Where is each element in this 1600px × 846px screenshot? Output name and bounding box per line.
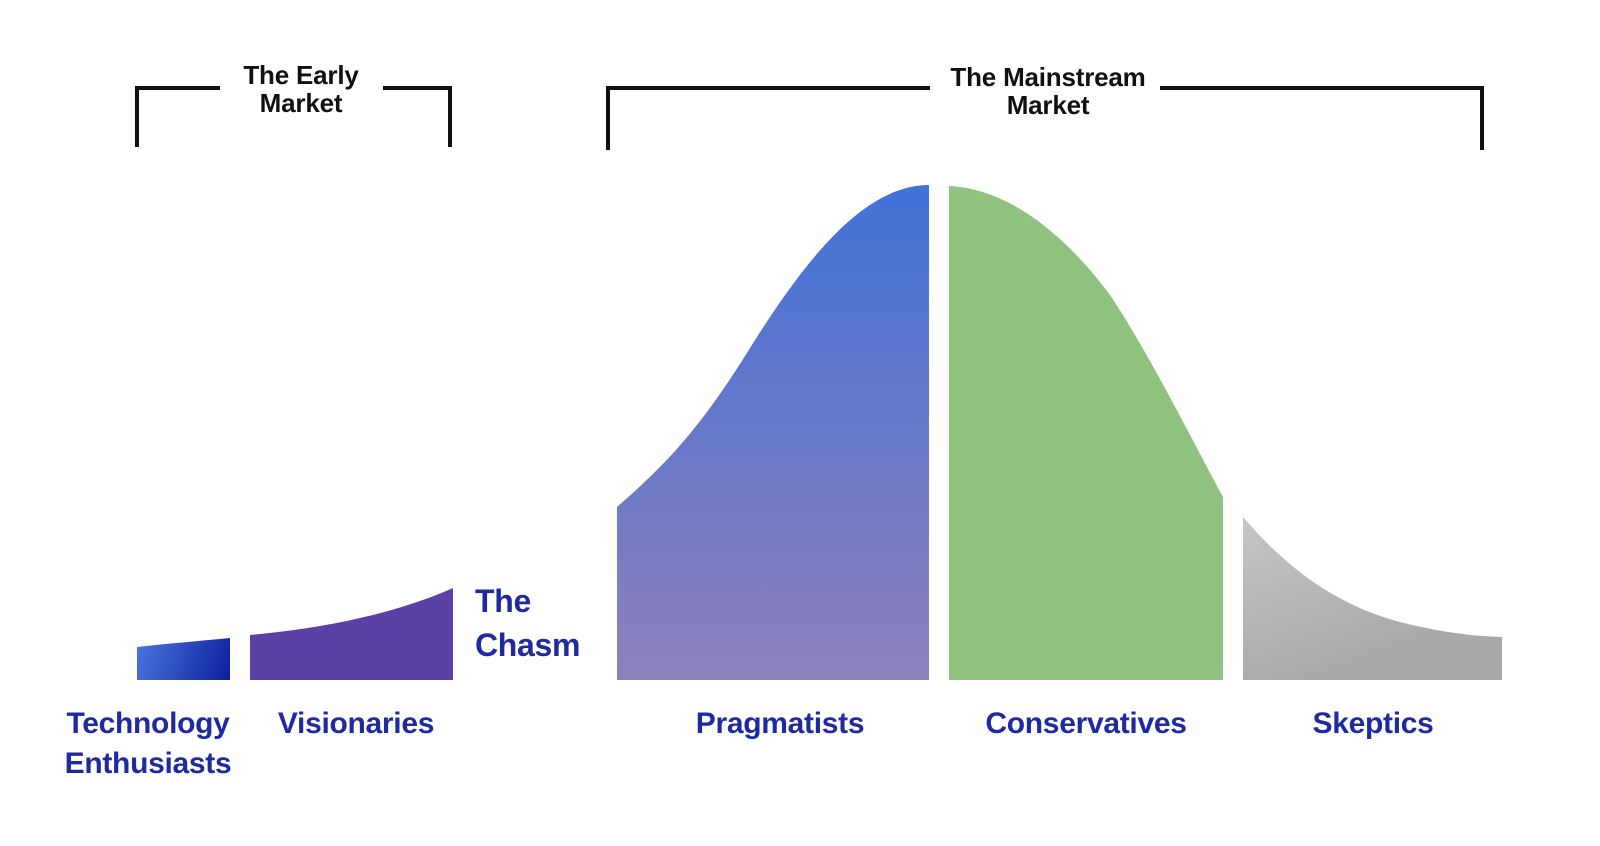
- chasm-label-line1: The: [475, 583, 531, 619]
- early-market-bracket: [135, 86, 452, 147]
- segment-skeptics-shape: [1243, 517, 1502, 680]
- label-technology-enthusiasts-line2: Enthusiasts: [64, 747, 232, 780]
- label-skeptics-text: Skeptics: [1312, 707, 1434, 740]
- segment-pragmatists-shape: [617, 185, 929, 680]
- chasm-label: The Chasm: [475, 579, 581, 667]
- early-market-heading: The Early Market: [243, 61, 358, 117]
- label-conservatives: Conservatives: [985, 704, 1187, 744]
- label-pragmatists: Pragmatists: [695, 704, 865, 744]
- segment-conservatives-shape: [949, 186, 1223, 680]
- segment-visionaries-shape: [250, 588, 453, 680]
- label-visionaries: Visionaries: [277, 704, 435, 744]
- segment-technology-enthusiasts-shape: [137, 638, 230, 680]
- early-market-heading-line2: Market: [259, 88, 343, 118]
- mainstream-market-heading-line2: Market: [1006, 90, 1090, 120]
- early-market-heading-line1: The Early: [243, 60, 359, 90]
- label-conservatives-text: Conservatives: [985, 707, 1187, 740]
- mainstream-market-bracket: [606, 86, 1484, 150]
- chasm-label-line2: Chasm: [475, 627, 581, 663]
- label-technology-enthusiasts-line1: Technology: [66, 707, 230, 740]
- label-visionaries-text: Visionaries: [277, 707, 435, 740]
- label-skeptics: Skeptics: [1313, 704, 1434, 744]
- label-technology-enthusiasts: Technology Enthusiasts: [65, 704, 232, 784]
- mainstream-market-heading-line1: The Mainstream: [950, 62, 1146, 92]
- mainstream-market-heading: The Mainstream Market: [950, 63, 1145, 119]
- label-pragmatists-text: Pragmatists: [695, 707, 865, 740]
